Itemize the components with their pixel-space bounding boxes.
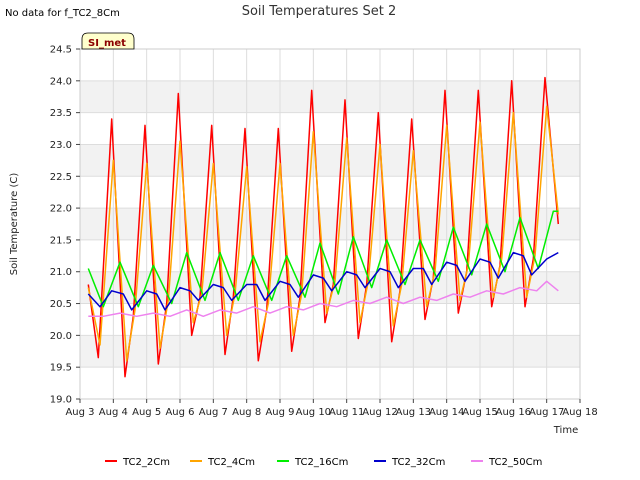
x-tick-label: Aug 13 [396,407,431,418]
legend-label: TC2_2Cm [122,457,170,468]
series-line-tc2-4cm [87,105,560,362]
x-tick-label: Aug 14 [429,407,464,418]
y-tick-label: 19.0 [50,395,72,406]
background-band [80,144,580,177]
x-tick-label: Aug 11 [329,407,364,418]
y-tick-label: 19.5 [50,363,72,374]
x-tick-label: Aug 3 [65,407,94,418]
site-badge-shape [81,32,135,50]
y-axis-label: Soil Temperature (C) [9,173,20,276]
y-tick-label: 22.5 [50,172,72,183]
background-band [80,335,580,368]
background-bands [80,49,580,399]
x-axis: Aug 3 Aug 4 Aug 5 Aug 6 Aug 7 Aug 8 Aug 9 Aug 1… [65,399,598,418]
series-line-tc2-32cm [87,251,559,311]
legend-label: TC2_4Cm [207,457,255,468]
legend-label: TC2_32Cm [391,457,445,468]
x-axis-label: Time [553,425,578,436]
plot-frame [79,48,581,400]
x-tick-label: Aug 5 [132,407,161,418]
x-tick-label: Aug 18 [562,407,597,418]
y-tick-label: 21.5 [50,235,72,246]
series-line-tc2-16cm [87,210,559,308]
y-tick-label: 22.0 [50,204,72,215]
x-tick-label: Aug 15 [462,407,497,418]
background-band [80,80,580,113]
x-tick-label: Aug 9 [265,407,294,418]
y-tick-label: 24.0 [50,76,72,87]
legend: TC2_2Cm TC2_4Cm TC2_16Cm TC2_32Cm TC2_50Cm [105,457,542,468]
background-band [80,208,580,240]
y-tick-label: 23.0 [50,140,72,151]
y-tick-label: 23.5 [50,108,72,119]
no-data-message: No data for f_TC2_8Cm [5,8,120,19]
x-tick-label: Aug 7 [199,407,228,418]
legend-label: TC2_50Cm [488,457,542,468]
site-badge-label: SI_met [88,38,126,49]
series-lines [87,76,560,378]
chart-title: Soil Temperatures Set 2 [242,4,397,19]
y-tick-label: 20.5 [50,299,72,310]
x-tick-label: Aug 16 [496,407,531,418]
x-tick-label: Aug 12 [362,407,397,418]
y-tick-label: 21.0 [50,267,72,278]
x-tick-label: Aug 10 [296,407,331,418]
legend-label: TC2_16Cm [294,457,348,468]
x-tick-label: Aug 17 [529,407,564,418]
series-line-tc2-2cm [87,76,560,378]
x-tick-label: Aug 8 [232,407,261,418]
y-tick-label: 24.5 [50,45,72,56]
series-line-tc2-50cm [88,280,559,318]
x-tick-label: Aug 4 [99,407,128,418]
site-badge: SI_met [81,32,135,50]
y-tick-label: 20.0 [50,331,72,342]
x-tick-label: Aug 6 [165,407,194,418]
y-axis: 19.0 19.5 20.0 20.5 21.0 21.5 22.0 22.5 23.0 23.5… [50,45,80,406]
